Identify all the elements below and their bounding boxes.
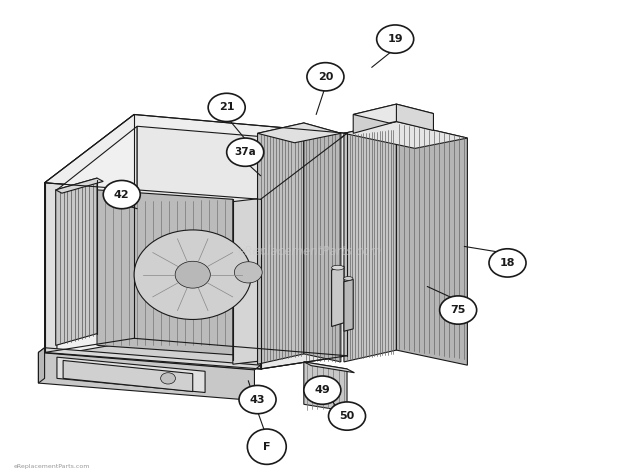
Text: 21: 21 <box>219 102 234 112</box>
Text: eReplacementParts.com: eReplacementParts.com <box>14 464 90 469</box>
Polygon shape <box>137 126 335 348</box>
Polygon shape <box>260 133 347 369</box>
Polygon shape <box>396 104 433 130</box>
Circle shape <box>329 402 366 430</box>
Text: 42: 42 <box>114 190 130 200</box>
Text: 18: 18 <box>500 258 515 268</box>
Circle shape <box>208 93 245 121</box>
Polygon shape <box>353 104 396 133</box>
Text: eReplacementParts.com: eReplacementParts.com <box>238 245 382 258</box>
Circle shape <box>104 181 140 209</box>
Polygon shape <box>396 121 467 365</box>
Polygon shape <box>38 348 260 370</box>
Polygon shape <box>57 126 137 355</box>
Circle shape <box>377 25 414 53</box>
Polygon shape <box>257 123 341 143</box>
Text: 37a: 37a <box>234 147 256 157</box>
Text: 49: 49 <box>314 385 330 395</box>
Circle shape <box>489 249 526 277</box>
Polygon shape <box>304 362 347 411</box>
Polygon shape <box>344 279 353 331</box>
Polygon shape <box>38 353 254 401</box>
Ellipse shape <box>134 230 251 319</box>
Polygon shape <box>353 104 433 123</box>
Circle shape <box>239 385 276 414</box>
Polygon shape <box>56 178 104 193</box>
Text: 20: 20 <box>317 72 333 82</box>
Polygon shape <box>344 121 396 362</box>
Circle shape <box>161 373 175 384</box>
Polygon shape <box>45 183 260 369</box>
Polygon shape <box>45 338 347 369</box>
Polygon shape <box>304 123 341 362</box>
Polygon shape <box>344 121 467 148</box>
Text: F: F <box>263 442 270 452</box>
Text: 19: 19 <box>388 34 403 44</box>
Polygon shape <box>257 123 304 364</box>
Circle shape <box>440 296 477 324</box>
Circle shape <box>307 63 344 91</box>
Polygon shape <box>38 348 45 383</box>
Text: 43: 43 <box>250 394 265 405</box>
Polygon shape <box>97 190 233 355</box>
Text: 75: 75 <box>451 305 466 315</box>
Circle shape <box>227 138 264 166</box>
Polygon shape <box>63 360 193 392</box>
Polygon shape <box>45 115 347 199</box>
Polygon shape <box>56 178 97 346</box>
Polygon shape <box>304 362 355 373</box>
Polygon shape <box>45 115 134 353</box>
Text: 50: 50 <box>339 411 355 421</box>
Ellipse shape <box>234 262 262 283</box>
Polygon shape <box>57 357 205 392</box>
Ellipse shape <box>175 261 210 288</box>
Polygon shape <box>332 266 344 327</box>
Ellipse shape <box>332 265 344 270</box>
Circle shape <box>304 376 341 404</box>
Ellipse shape <box>343 277 353 280</box>
Ellipse shape <box>247 429 286 465</box>
Polygon shape <box>233 198 260 364</box>
